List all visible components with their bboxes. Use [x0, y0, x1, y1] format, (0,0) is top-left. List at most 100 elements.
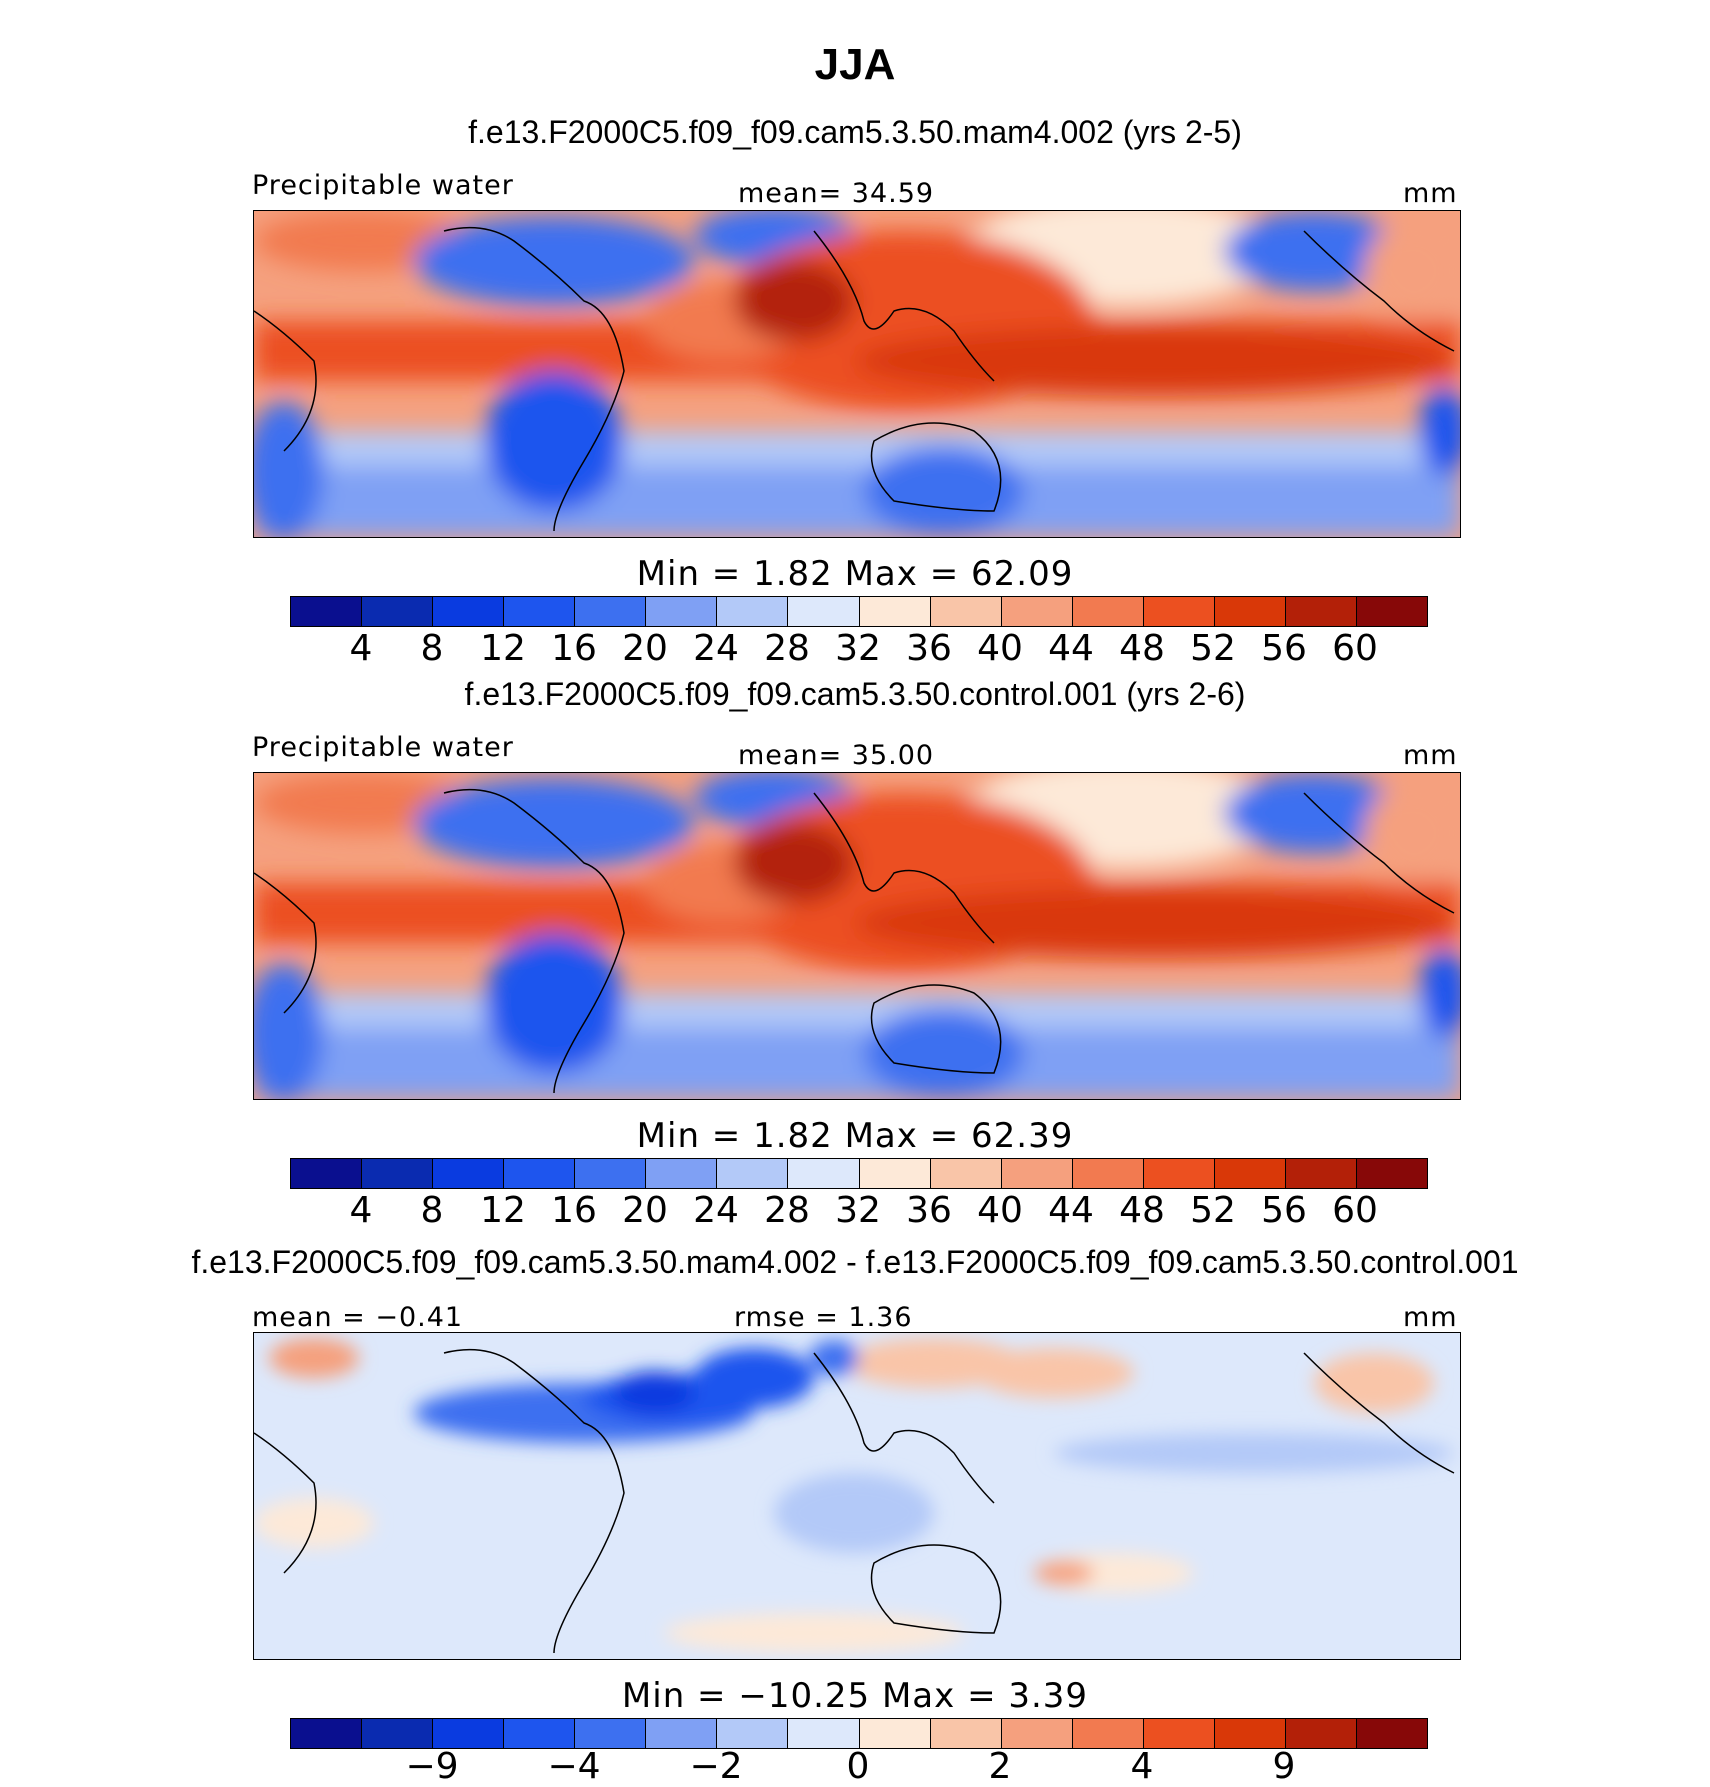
- colorbar-tick-label: 9: [1272, 1746, 1296, 1787]
- panel-3-colorbar: [290, 1718, 1428, 1749]
- colorbar-swatch: [646, 1159, 718, 1188]
- colorbar-swatch: [1143, 597, 1215, 626]
- colorbar-swatch: [788, 1159, 860, 1188]
- panel-2-subtitle: f.e13.F2000C5.f09_f09.cam5.3.50.control.…: [464, 676, 1246, 712]
- colorbar-tick-label: 32: [835, 1190, 881, 1231]
- colorbar-swatch: [362, 1159, 434, 1188]
- panel-3-subtitle: f.e13.F2000C5.f09_f09.cam5.3.50.mam4.002…: [191, 1244, 1519, 1280]
- panel-3-rmse-label: rmse = 1.36: [734, 1302, 913, 1333]
- colorbar-swatch: [859, 1159, 931, 1188]
- colorbar-swatch: [1285, 597, 1357, 626]
- colorbar-swatch: [362, 1719, 434, 1748]
- colorbar-swatch: [930, 597, 1002, 626]
- panel-1-mean-label: mean= 34.59: [738, 178, 935, 209]
- panel-2-map: [253, 772, 1461, 1100]
- colorbar-tick-label: 12: [480, 1190, 526, 1231]
- figure-title: JJA: [814, 40, 896, 89]
- colorbar-swatch: [1214, 1719, 1286, 1748]
- colorbar-swatch: [362, 597, 434, 626]
- colorbar-swatch: [788, 1719, 860, 1748]
- colorbar-tick-label: 36: [906, 628, 952, 669]
- colorbar-swatch: [1072, 1719, 1144, 1748]
- panel-3-units-label: mm: [1403, 1302, 1458, 1333]
- panel-1-variable-label: Precipitable water: [252, 170, 514, 201]
- colorbar-tick-label: 60: [1332, 1190, 1378, 1231]
- colorbar-swatch: [717, 1159, 789, 1188]
- colorbar-swatch: [1001, 1159, 1073, 1188]
- colorbar-swatch: [575, 597, 647, 626]
- colorbar-swatch: [1356, 597, 1427, 626]
- colorbar-tick-label: 28: [764, 1190, 810, 1231]
- colorbar-swatch: [291, 1719, 363, 1748]
- colorbar-swatch: [1143, 1159, 1215, 1188]
- colorbar-tick-label: 48: [1119, 628, 1165, 669]
- panel-1-subtitle: f.e13.F2000C5.f09_f09.cam5.3.50.mam4.002…: [468, 114, 1242, 150]
- colorbar-swatch: [504, 1719, 576, 1748]
- colorbar-tick-label: 52: [1190, 628, 1236, 669]
- colorbar-tick-label: 20: [622, 628, 668, 669]
- colorbar-swatch: [1356, 1159, 1427, 1188]
- panel-3-minmax: Min = −10.25 Max = 3.39: [621, 1676, 1089, 1716]
- colorbar-tick-label: −4: [547, 1746, 601, 1787]
- colorbar-swatch: [859, 1719, 931, 1748]
- colorbar-swatch: [1356, 1719, 1427, 1748]
- colorbar-swatch: [291, 1159, 363, 1188]
- colorbar-swatch: [575, 1159, 647, 1188]
- colorbar-tick-label: 44: [1048, 628, 1094, 669]
- panel-2-colorbar: [290, 1158, 1428, 1189]
- colorbar-tick-label: 24: [693, 628, 739, 669]
- colorbar-tick-label: 56: [1261, 628, 1307, 669]
- panel-3-colorbar-ticks: −9 −4 −2 0 2 4 9: [0, 1746, 1710, 1787]
- colorbar-tick-label: 2: [988, 1746, 1012, 1787]
- colorbar-swatch: [1072, 597, 1144, 626]
- colorbar-tick-label: 16: [551, 1190, 597, 1231]
- panel-2-minmax: Min = 1.82 Max = 62.39: [636, 1116, 1074, 1156]
- panel-2-colorbar-ticks: 4 8 12 16 20 24 28 32 36 40 44 48 52 56 …: [0, 1190, 1710, 1232]
- colorbar-tick-label: 52: [1190, 1190, 1236, 1231]
- colorbar-swatch: [575, 1719, 647, 1748]
- colorbar-swatch: [433, 1159, 505, 1188]
- colorbar-swatch: [1285, 1159, 1357, 1188]
- colorbar-tick-label: 60: [1332, 628, 1378, 669]
- panel-2-mean-label: mean= 35.00: [738, 740, 935, 771]
- colorbar-swatch: [504, 1159, 576, 1188]
- panel-1-colorbar: [290, 596, 1428, 627]
- colorbar-tick-label: 36: [906, 1190, 952, 1231]
- colorbar-tick-label: 12: [480, 628, 526, 669]
- colorbar-swatch: [717, 1719, 789, 1748]
- colorbar-tick-label: 20: [622, 1190, 668, 1231]
- colorbar-tick-label: 32: [835, 628, 881, 669]
- colorbar-tick-label: 16: [551, 628, 597, 669]
- colorbar-tick-label: 40: [977, 1190, 1023, 1231]
- panel-3-mean-label: mean = −0.41: [252, 1302, 464, 1333]
- colorbar-tick-label: 4: [1130, 1746, 1154, 1787]
- colorbar-swatch: [504, 597, 576, 626]
- colorbar-tick-label: 56: [1261, 1190, 1307, 1231]
- panel-1-units-label: mm: [1403, 178, 1458, 209]
- colorbar-tick-label: 48: [1119, 1190, 1165, 1231]
- colorbar-swatch: [433, 1719, 505, 1748]
- colorbar-tick-label: 4: [349, 1190, 373, 1231]
- colorbar-swatch: [930, 1719, 1002, 1748]
- colorbar-swatch: [646, 597, 718, 626]
- colorbar-tick-label: 44: [1048, 1190, 1094, 1231]
- colorbar-swatch: [291, 597, 363, 626]
- colorbar-tick-label: −9: [405, 1746, 459, 1787]
- colorbar-swatch: [1072, 1159, 1144, 1188]
- panel-1-map: [253, 210, 1461, 538]
- colorbar-tick-label: 0: [846, 1746, 870, 1787]
- panel-2-units-label: mm: [1403, 740, 1458, 771]
- colorbar-swatch: [1001, 597, 1073, 626]
- panel-1-colorbar-ticks: 4 8 12 16 20 24 28 32 36 40 44 48 52 56 …: [0, 628, 1710, 670]
- colorbar-tick-label: 24: [693, 1190, 739, 1231]
- colorbar-swatch: [717, 597, 789, 626]
- colorbar-swatch: [1214, 1159, 1286, 1188]
- colorbar-swatch: [788, 597, 860, 626]
- colorbar-swatch: [1214, 597, 1286, 626]
- colorbar-tick-label: 40: [977, 628, 1023, 669]
- colorbar-swatch: [859, 597, 931, 626]
- colorbar-swatch: [646, 1719, 718, 1748]
- panel-2-variable-label: Precipitable water: [252, 732, 514, 763]
- colorbar-tick-label: 4: [349, 628, 373, 669]
- colorbar-swatch: [1143, 1719, 1215, 1748]
